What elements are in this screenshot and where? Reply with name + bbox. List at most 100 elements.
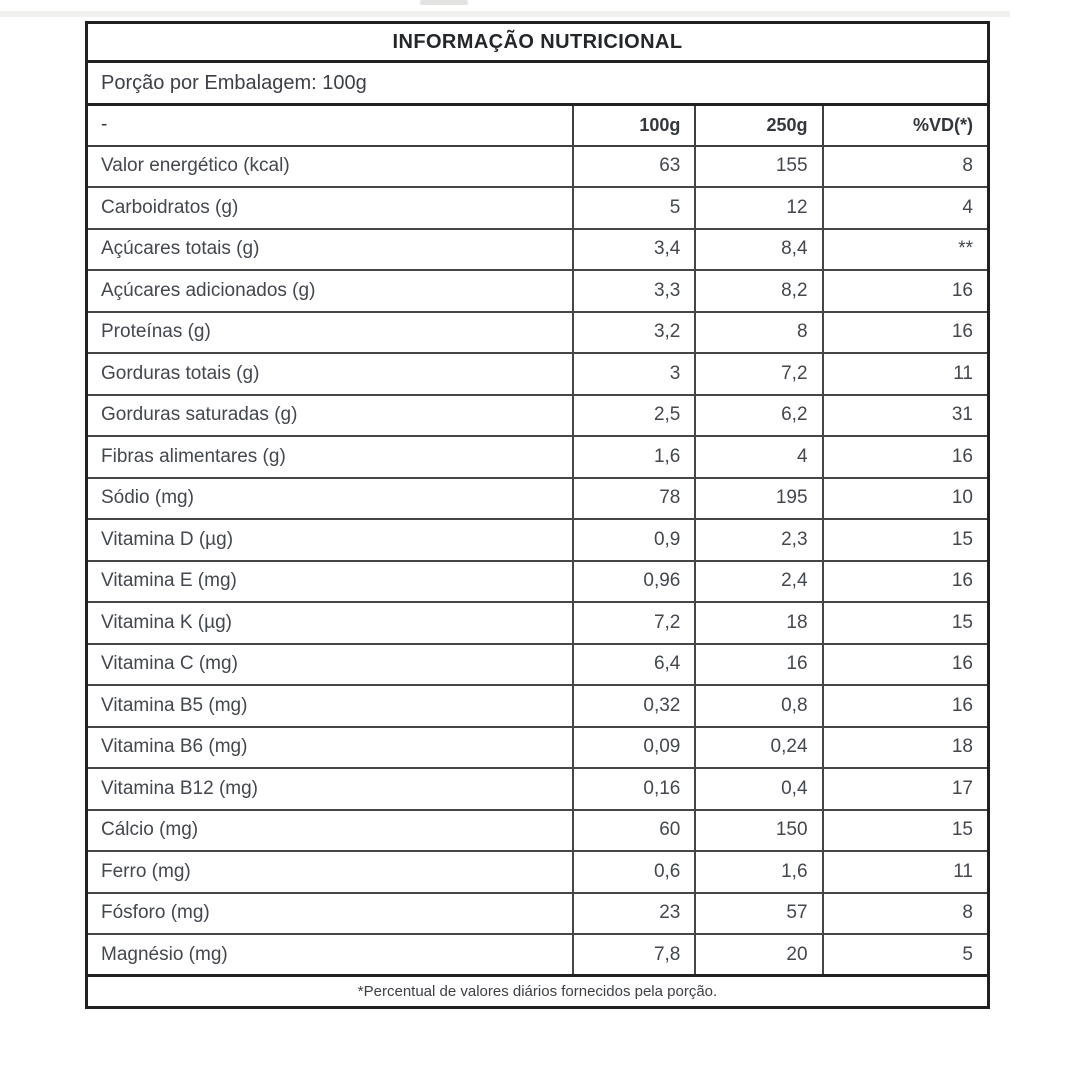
table-row: Vitamina B5 (mg) 0,32 0,8 16: [85, 684, 990, 728]
value-vd-cell: 4: [821, 186, 990, 230]
nutrient-label-cell: Vitamina B12 (mg): [85, 767, 574, 811]
nutrient-label-cell: Vitamina E (mg): [85, 559, 574, 603]
value-100g-cell: 3: [571, 352, 697, 396]
value-100g-cell: 3,2: [571, 310, 697, 354]
nutrient-label-cell: Magnésio (mg): [85, 933, 574, 977]
nutrient-label-cell: Fibras alimentares (g): [85, 435, 574, 479]
table-row: Gorduras saturadas (g) 2,5 6,2 31: [85, 393, 990, 437]
value-vd-cell: 16: [821, 435, 990, 479]
value-250g-cell: 12: [694, 186, 824, 230]
column-header-dash: -: [85, 103, 574, 147]
value-250g-cell: 8: [694, 310, 824, 354]
column-header-250g: 250g: [694, 103, 824, 147]
table-row: Gorduras totais (g) 3 7,2 11: [85, 352, 990, 396]
nutrition-facts-table: INFORMAÇÃO NUTRICIONAL Porção por Embala…: [85, 21, 990, 1009]
value-250g-cell: 7,2: [694, 352, 824, 396]
value-100g-cell: 5: [571, 186, 697, 230]
table-row: Vitamina B6 (mg) 0,09 0,24 18: [85, 725, 990, 769]
serving-info: Porção por Embalagem: 100g: [86, 61, 989, 106]
table-row: Valor energético (kcal) 63 155 8: [85, 144, 990, 188]
scan-artifact-smudge: [420, 0, 468, 5]
value-250g-cell: 20: [694, 933, 824, 977]
table-row: Vitamina K (µg) 7,2 18 15: [85, 601, 990, 645]
nutrient-label-cell: Vitamina B6 (mg): [85, 725, 574, 769]
footnote-row: *Percentual de valores diários fornecido…: [86, 974, 989, 1008]
table-title-row: INFORMAÇÃO NUTRICIONAL: [86, 22, 989, 63]
value-100g-cell: 1,6: [571, 435, 697, 479]
value-100g-cell: 78: [571, 476, 697, 520]
value-100g-cell: 7,8: [571, 933, 697, 977]
value-vd-cell: 16: [821, 269, 990, 313]
value-250g-cell: 0,24: [694, 725, 824, 769]
nutrient-label-cell: Vitamina D (µg): [85, 518, 574, 562]
value-250g-cell: 8,2: [694, 269, 824, 313]
value-vd-cell: 17: [821, 767, 990, 811]
value-100g-cell: 3,4: [571, 227, 697, 271]
table-title: INFORMAÇÃO NUTRICIONAL: [86, 22, 989, 63]
value-100g-cell: 0,96: [571, 559, 697, 603]
column-header-row: - 100g 250g %VD(*): [85, 103, 990, 147]
nutrient-label-cell: Cálcio (mg): [85, 808, 574, 852]
value-250g-cell: 0,8: [694, 684, 824, 728]
serving-info-row: Porção por Embalagem: 100g: [86, 61, 989, 106]
table-row: Açúcares totais (g) 3,4 8,4 **: [85, 227, 990, 271]
value-vd-cell: 8: [821, 891, 990, 935]
value-vd-cell: 5: [821, 933, 990, 977]
value-250g-cell: 195: [694, 476, 824, 520]
value-vd-cell: 16: [821, 310, 990, 354]
table-row: Fibras alimentares (g) 1,6 4 16: [85, 435, 990, 479]
nutrient-label-cell: Vitamina B5 (mg): [85, 684, 574, 728]
value-250g-cell: 6,2: [694, 393, 824, 437]
value-100g-cell: 0,16: [571, 767, 697, 811]
value-vd-cell: 15: [821, 518, 990, 562]
value-vd-cell: 18: [821, 725, 990, 769]
value-vd-cell: 16: [821, 642, 990, 686]
value-250g-cell: 8,4: [694, 227, 824, 271]
nutrient-label-cell: Vitamina C (mg): [85, 642, 574, 686]
value-250g-cell: 150: [694, 808, 824, 852]
value-250g-cell: 4: [694, 435, 824, 479]
table-row: Magnésio (mg) 7,8 20 5: [85, 933, 990, 977]
value-vd-cell: 11: [821, 352, 990, 396]
value-vd-cell: 8: [821, 144, 990, 188]
nutrient-label-cell: Açúcares adicionados (g): [85, 269, 574, 313]
nutrient-label-cell: Fósforo (mg): [85, 891, 574, 935]
table-row: Fósforo (mg) 23 57 8: [85, 891, 990, 935]
value-250g-cell: 0,4: [694, 767, 824, 811]
value-250g-cell: 16: [694, 642, 824, 686]
footnote-text: *Percentual de valores diários fornecido…: [86, 974, 989, 1008]
value-vd-cell: 11: [821, 850, 990, 894]
column-header-vd: %VD(*): [821, 103, 990, 147]
column-header-100g: 100g: [571, 103, 697, 147]
value-250g-cell: 2,4: [694, 559, 824, 603]
nutrient-label-cell: Carboidratos (g): [85, 186, 574, 230]
value-100g-cell: 23: [571, 891, 697, 935]
value-250g-cell: 155: [694, 144, 824, 188]
table-row: Proteínas (g) 3,2 8 16: [85, 310, 990, 354]
value-vd-cell: 16: [821, 684, 990, 728]
table-row: Carboidratos (g) 5 12 4: [85, 186, 990, 230]
value-vd-cell: 10: [821, 476, 990, 520]
table-row: Açúcares adicionados (g) 3,3 8,2 16: [85, 269, 990, 313]
nutrient-label-cell: Ferro (mg): [85, 850, 574, 894]
value-250g-cell: 2,3: [694, 518, 824, 562]
value-250g-cell: 57: [694, 891, 824, 935]
value-250g-cell: 18: [694, 601, 824, 645]
nutrient-label-cell: Sódio (mg): [85, 476, 574, 520]
value-100g-cell: 63: [571, 144, 697, 188]
value-100g-cell: 0,09: [571, 725, 697, 769]
value-100g-cell: 2,5: [571, 393, 697, 437]
value-vd-cell: **: [821, 227, 990, 271]
value-vd-cell: 15: [821, 808, 990, 852]
value-vd-cell: 31: [821, 393, 990, 437]
nutrient-label-cell: Gorduras totais (g): [85, 352, 574, 396]
nutrient-label-cell: Valor energético (kcal): [85, 144, 574, 188]
value-100g-cell: 6,4: [571, 642, 697, 686]
nutrient-label-cell: Proteínas (g): [85, 310, 574, 354]
value-250g-cell: 1,6: [694, 850, 824, 894]
table-row: Cálcio (mg) 60 150 15: [85, 808, 990, 852]
nutrient-label-cell: Açúcares totais (g): [85, 227, 574, 271]
table-row: Sódio (mg) 78 195 10: [85, 476, 990, 520]
nutrient-label-cell: Vitamina K (µg): [85, 601, 574, 645]
